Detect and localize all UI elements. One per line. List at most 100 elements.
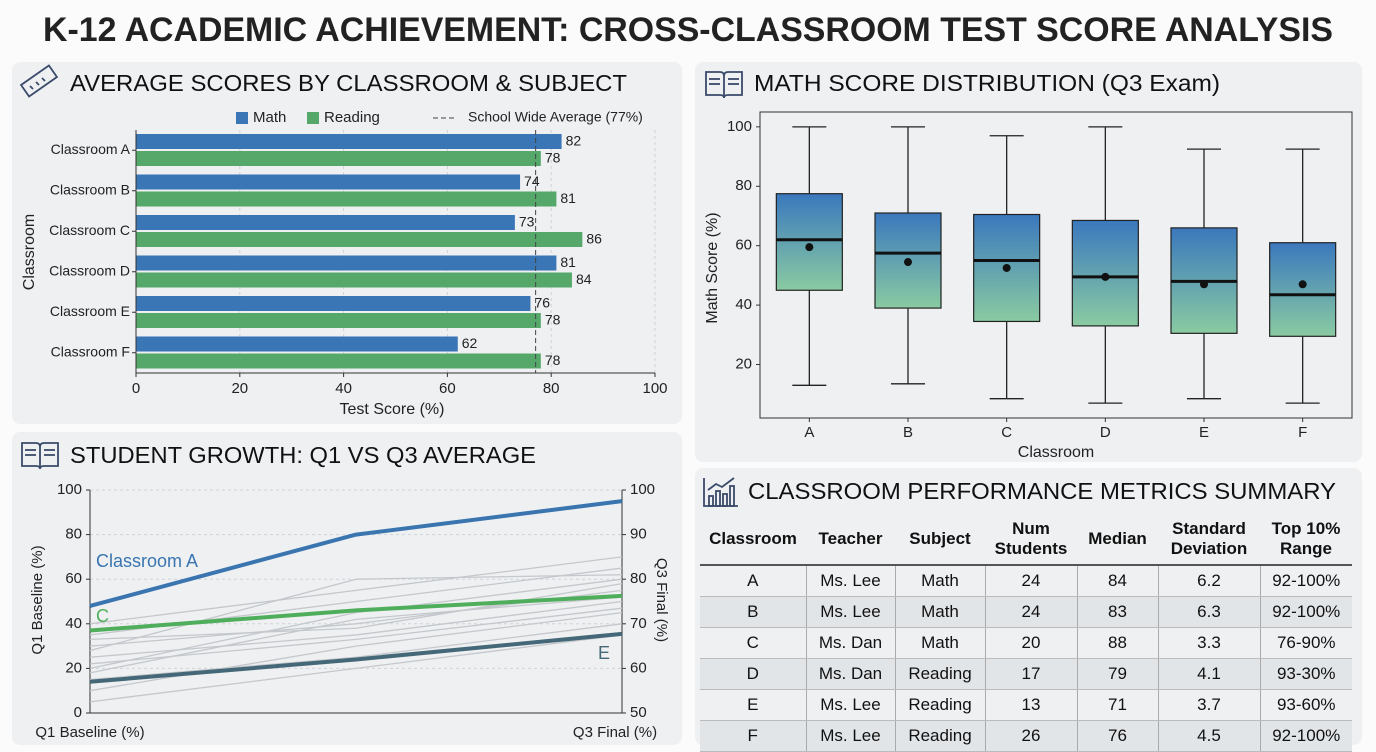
table-cell: 24: [984, 565, 1077, 597]
legend-swatch: [307, 112, 319, 124]
bar: [136, 232, 583, 247]
background-line: [89, 596, 623, 674]
table-row: E Ms. Lee Reading 13 71 3.7 93-60%: [700, 689, 1352, 721]
bar: [136, 151, 541, 166]
ruler-icon: [19, 64, 59, 98]
mean-dot: [1002, 263, 1011, 272]
table-cell: 17: [984, 658, 1077, 690]
y2-tick-label: 70: [630, 615, 647, 632]
table-cell: Reading: [894, 720, 985, 752]
table-cell: Math: [894, 596, 985, 628]
bar: [136, 336, 458, 352]
bar: [136, 353, 541, 369]
bar: [136, 313, 541, 328]
y-tick-label: Classroom B: [50, 181, 130, 197]
x-tick-label: 0: [132, 380, 140, 397]
table-cell: Ms. Lee: [805, 596, 895, 628]
value-label: 81: [560, 254, 576, 270]
y-axis-label: Classroom: [21, 214, 38, 290]
bar: [136, 191, 557, 207]
box: [1269, 242, 1337, 337]
table-cell: 13: [984, 689, 1077, 721]
table-cell: C: [700, 627, 806, 659]
y-tick-label: Classroom C: [49, 222, 130, 238]
background-line: [89, 634, 623, 703]
y-tick-label: Classroom E: [50, 303, 130, 319]
column-header: Median: [1077, 514, 1158, 566]
table-cell: Math: [894, 565, 985, 597]
x-tick-label: 60: [439, 380, 456, 397]
y2-axis-label: Q3 Final (%): [653, 558, 670, 642]
background-line: [89, 556, 623, 625]
mean-dot: [1101, 272, 1110, 281]
table-cell: 20: [984, 627, 1077, 659]
column-header: Top 10% Range: [1260, 514, 1352, 566]
bar: [136, 255, 557, 271]
series-label: C: [96, 606, 109, 626]
x-tick-label: C: [1001, 424, 1012, 441]
value-label: 78: [545, 150, 561, 166]
table-cell: 93-30%: [1259, 658, 1352, 690]
panel-title: AVERAGE SCORES BY CLASSROOM & SUBJECT: [70, 70, 627, 96]
table-title: CLASSROOM PERFORMANCE METRICS SUMMARY: [748, 478, 1336, 504]
y-tick-label: 100: [57, 481, 82, 498]
table-cell: 6.2: [1157, 565, 1260, 597]
x-tick-label: 100: [642, 380, 667, 397]
table-cell: 79: [1076, 658, 1158, 690]
book-icon: [705, 71, 743, 99]
legend-swatch: [236, 112, 248, 124]
mean-dot: [904, 258, 912, 267]
y2-tick-label: 100: [630, 481, 655, 498]
page-title: K-12 ACADEMIC ACHIEVEMENT: CROSS-CLASSRO…: [43, 11, 1333, 49]
bar: [136, 272, 572, 288]
background-line: [89, 574, 623, 652]
chart-icon: [703, 477, 738, 507]
table-cell: Math: [894, 627, 985, 659]
background-line: [89, 583, 623, 641]
value-label: 86: [586, 231, 602, 247]
x-tick-label: 80: [543, 380, 560, 397]
y2-tick-label: 60: [630, 659, 647, 676]
y-tick-label: 20: [65, 659, 82, 676]
bar: [136, 215, 515, 230]
series-line: [89, 499, 623, 608]
table-cell: Reading: [894, 689, 985, 721]
y-tick-label: 80: [65, 526, 82, 543]
column-header: Subject: [895, 514, 985, 566]
value-label: 78: [545, 352, 561, 368]
background-line: [89, 623, 623, 681]
legend-label: Reading: [324, 109, 380, 126]
table-cell: 24: [984, 596, 1077, 628]
y2-tick-label: 90: [630, 526, 647, 543]
x-tick-label: 40: [335, 380, 352, 397]
value-label: 76: [534, 295, 550, 311]
box: [775, 193, 843, 291]
series-line: [89, 593, 623, 633]
table-cell: Ms. Lee: [805, 689, 895, 721]
x-tick-label: F: [1298, 424, 1307, 441]
column-header: Classroom: [700, 514, 806, 566]
table-cell: A: [700, 565, 806, 597]
table-cell: 4.5: [1157, 720, 1260, 752]
mean-dot: [805, 243, 814, 252]
series-label: Classroom A: [96, 551, 198, 571]
y2-tick-label: 50: [630, 704, 647, 721]
column-header: Standard Deviation: [1158, 514, 1260, 566]
y-tick-label: Classroom D: [49, 262, 130, 278]
x-tick-label: B: [903, 424, 913, 441]
table-cell: Ms. Dan: [805, 658, 895, 690]
table-cell: 76: [1076, 720, 1158, 752]
y2-tick-label: 80: [630, 570, 647, 587]
column-header: Num Students: [985, 514, 1077, 566]
table-row: B Ms. Lee Math 24 83 6.3 92-100%: [700, 596, 1352, 628]
table-cell: 92-100%: [1259, 596, 1352, 628]
header-row: Classroom Teacher Subject Num Students Media…: [700, 514, 1352, 566]
value-label: 84: [576, 271, 592, 287]
panel-title: STUDENT GROWTH: Q1 VS Q3 AVERAGE: [70, 442, 536, 468]
y-tick-label: Classroom A: [51, 141, 131, 157]
table-cell: 71: [1076, 689, 1158, 721]
value-label: 62: [462, 335, 478, 351]
table-row: A Ms. Lee Math 24 84 6.2 92-100%: [700, 565, 1352, 597]
y-tick-label: 100: [727, 118, 752, 135]
